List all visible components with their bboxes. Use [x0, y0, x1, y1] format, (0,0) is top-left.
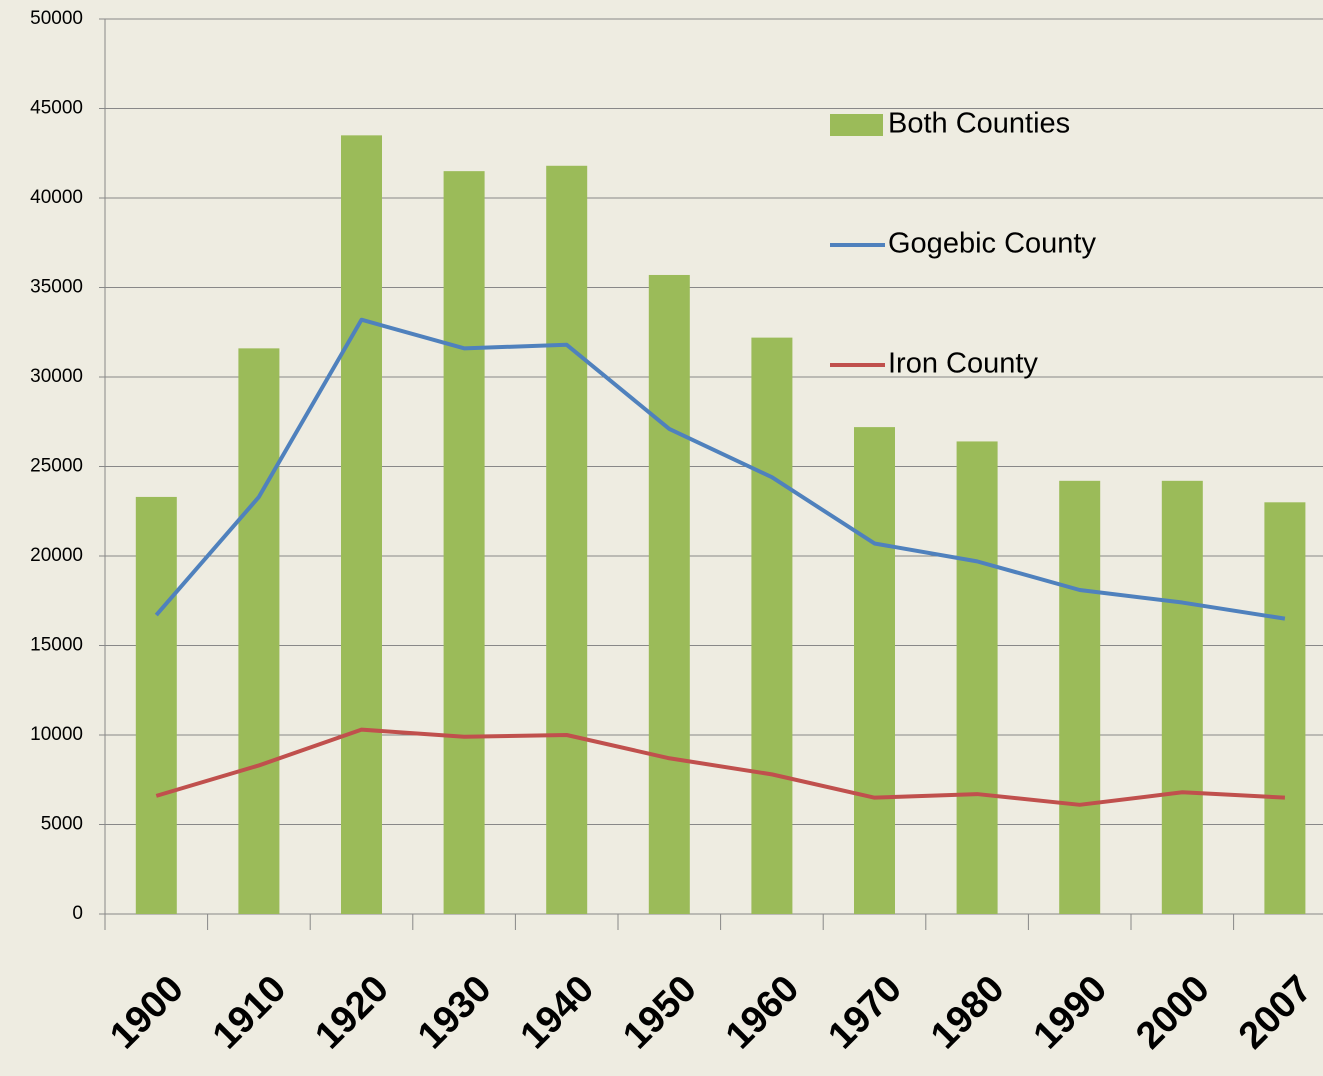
legend-label: Both Counties [888, 108, 1070, 140]
line [155, 727, 1286, 807]
bar [443, 171, 485, 914]
x-tick-label: 1970 [820, 968, 909, 1057]
line [154, 317, 1286, 621]
bar [1161, 480, 1203, 914]
y-tick-label: 25000 [30, 456, 83, 477]
y-tick-label: 10000 [30, 724, 83, 745]
x-tick-label: 1950 [615, 968, 704, 1057]
y-tick-label: 50000 [30, 8, 83, 29]
x-tick-label: 1980 [923, 968, 1012, 1057]
bar [854, 427, 895, 914]
x-tick-label: 1960 [718, 968, 807, 1057]
legend-swatch [830, 114, 883, 136]
x-tick-label: 1940 [513, 968, 602, 1057]
x-tick-label: 1990 [1026, 968, 1115, 1057]
bar [135, 496, 177, 914]
bar [1059, 480, 1101, 914]
y-tick-label: 35000 [30, 277, 83, 298]
y-tick-label: 0 [72, 903, 83, 924]
x-tick-label: 1920 [307, 968, 396, 1057]
x-tick-label: 2000 [1128, 968, 1217, 1057]
y-tick-label: 40000 [30, 187, 83, 208]
x-tick-label: 1930 [410, 968, 499, 1057]
bar [648, 274, 690, 915]
x-tick-label: 1910 [205, 968, 294, 1057]
y-tick-label: 45000 [30, 98, 83, 119]
bar [238, 348, 280, 914]
y-tick-label: 30000 [30, 366, 83, 387]
x-tick-label: 1900 [102, 968, 191, 1057]
bar [1264, 502, 1306, 914]
y-tick-label: 5000 [41, 814, 83, 835]
legend-label: Iron County [888, 348, 1038, 380]
bar [956, 441, 998, 914]
bar [546, 165, 588, 914]
legend-label: Gogebic County [888, 228, 1096, 260]
bar [751, 337, 793, 914]
y-tick-label: 15000 [30, 635, 83, 656]
bar [341, 135, 382, 915]
x-tick-label: 2007 [1231, 968, 1320, 1057]
y-tick-label: 20000 [30, 545, 83, 566]
